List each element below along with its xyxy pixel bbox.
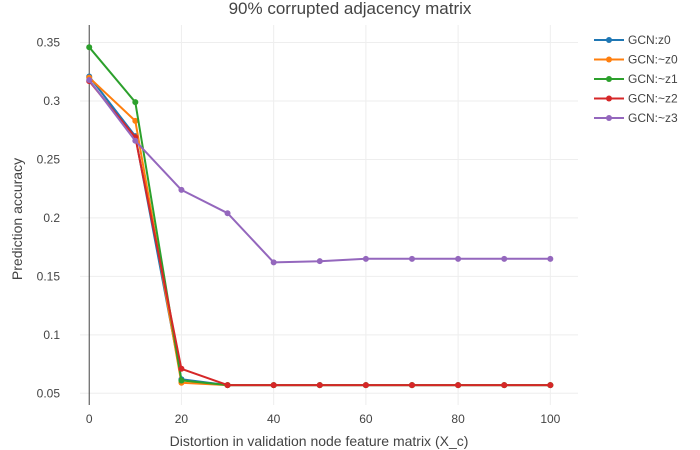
x-tick-label: 20 xyxy=(175,412,189,426)
data-point xyxy=(132,99,139,106)
x-axis-title: Distortion in validation node feature ma… xyxy=(170,433,469,449)
data-point xyxy=(409,255,415,262)
x-tick-label: 60 xyxy=(359,412,373,426)
legend-label: GCN:~z2 xyxy=(628,92,678,106)
data-point xyxy=(86,44,93,51)
data-point xyxy=(224,382,231,389)
data-point xyxy=(409,382,415,389)
legend-label: GCN:~z1 xyxy=(628,72,678,86)
data-point xyxy=(316,382,323,389)
legend-item[interactable]: GCN:~z1 xyxy=(594,72,678,86)
x-tick-label: 40 xyxy=(267,412,281,426)
data-point xyxy=(270,382,277,389)
data-point xyxy=(178,186,185,193)
data-point xyxy=(224,210,231,217)
y-tick-label: 0.1 xyxy=(43,328,60,342)
y-tick-label: 0.35 xyxy=(37,36,61,50)
y-tick-label: 0.05 xyxy=(37,386,61,400)
x-tick-label: 80 xyxy=(451,412,465,426)
series-gcn-z1 xyxy=(86,44,554,389)
data-point xyxy=(501,255,508,262)
legend-item[interactable]: GCN:z0 xyxy=(594,33,671,47)
series-line xyxy=(88,80,551,387)
x-tick-label: 0 xyxy=(86,412,93,426)
legend-marker xyxy=(606,95,612,102)
chart-title: 90% corrupted adjacency matrix xyxy=(229,0,472,18)
y-axis-title: Prediction accuracy xyxy=(9,158,25,280)
legend-marker xyxy=(606,115,612,121)
data-point xyxy=(362,382,369,389)
data-point xyxy=(178,365,185,372)
legend-marker xyxy=(606,37,612,43)
legend-label: GCN:z0 xyxy=(628,33,671,47)
data-point xyxy=(547,382,554,389)
legend-marker xyxy=(606,56,612,63)
series-gcn-z3 xyxy=(86,76,554,266)
data-point xyxy=(501,382,508,389)
data-point xyxy=(316,258,323,265)
legend-item[interactable]: GCN:~z0 xyxy=(594,53,678,67)
legend-item[interactable]: GCN:~z2 xyxy=(594,92,678,106)
data-point xyxy=(455,382,462,389)
data-point xyxy=(270,259,277,266)
series-line xyxy=(88,79,551,264)
y-tick-label: 0.15 xyxy=(37,269,61,283)
data-point xyxy=(132,117,139,124)
x-tick-labels: 0 20 40 60 80 100 xyxy=(86,412,561,426)
series-line xyxy=(88,75,551,387)
series-line xyxy=(88,76,551,387)
legend: GCN:z0 GCN:~z0 GCN:~z1 GCN:~z2 GCN:~z3 xyxy=(594,33,678,125)
legend-label: GCN:~z0 xyxy=(628,53,678,67)
legend-label: GCN:~z3 xyxy=(628,111,678,125)
data-point xyxy=(178,377,185,384)
series-layer xyxy=(86,44,554,389)
data-point xyxy=(132,137,139,144)
y-tick-label: 0.2 xyxy=(43,211,60,225)
data-point xyxy=(455,255,462,262)
data-point xyxy=(362,255,369,262)
y-tick-labels: 0.05 0.1 0.15 0.2 0.25 0.3 0.35 xyxy=(37,36,61,401)
legend-marker xyxy=(606,76,612,82)
data-point xyxy=(86,76,93,83)
x-tick-label: 100 xyxy=(540,412,560,426)
y-tick-label: 0.25 xyxy=(37,152,61,166)
y-tick-label: 0.3 xyxy=(43,94,60,108)
legend-item[interactable]: GCN:~z3 xyxy=(594,111,678,125)
data-point xyxy=(547,255,554,262)
